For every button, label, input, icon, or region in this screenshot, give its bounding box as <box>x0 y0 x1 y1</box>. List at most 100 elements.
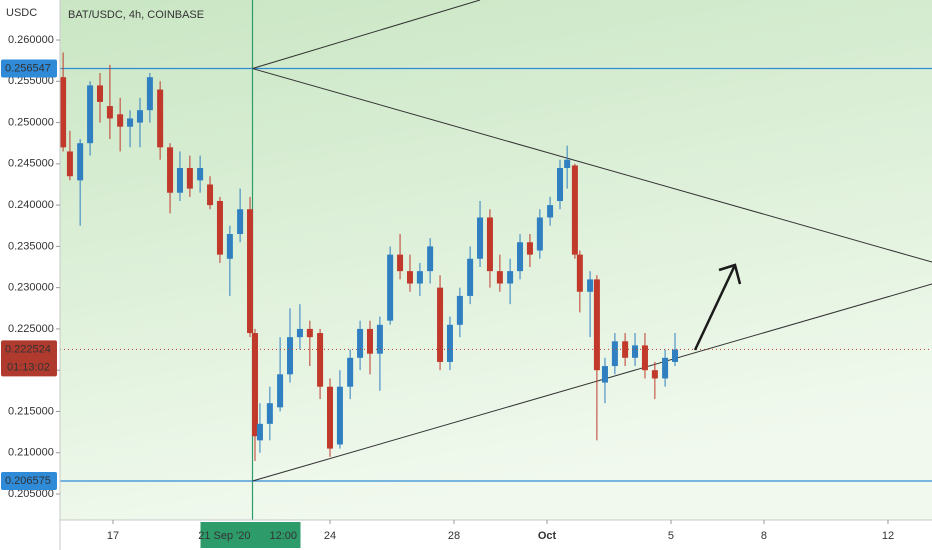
candle-body <box>266 403 273 424</box>
crosshair-date: 21 Sep '20 <box>198 530 250 542</box>
candle-body <box>641 345 648 371</box>
candle-body <box>397 254 404 272</box>
candle-body <box>467 258 474 296</box>
candle-body <box>366 328 373 354</box>
y-tick-label: 0.210000 <box>8 447 54 459</box>
candle-body <box>296 328 303 338</box>
candle-body <box>601 366 608 383</box>
x-tick-label: 28 <box>448 530 460 542</box>
y-tick-label: 0.240000 <box>8 199 54 211</box>
candle-body <box>406 271 413 284</box>
candle-body <box>207 184 214 206</box>
candle-body <box>347 357 354 387</box>
crosshair-label-bg <box>200 522 301 548</box>
candle-body <box>237 209 244 234</box>
candle-body <box>157 89 164 148</box>
y-tick-label: 0.235000 <box>8 240 54 252</box>
y-axis-label: USDC <box>6 7 37 19</box>
x-tick-label: 17 <box>107 530 119 542</box>
y-tick-label: 0.205000 <box>8 488 54 500</box>
candle-body <box>456 295 463 325</box>
candle-body <box>117 114 124 127</box>
y-tick-label: 0.230000 <box>8 282 54 294</box>
candle-body <box>477 217 484 259</box>
trendline <box>252 283 932 482</box>
y-tick-label: 0.250000 <box>8 116 54 128</box>
crosshair-time: 12:00 <box>270 530 298 542</box>
y-tick-label: 0.255000 <box>8 75 54 87</box>
candle-body <box>564 159 571 168</box>
candle-body <box>317 333 324 387</box>
candle-body <box>547 205 554 218</box>
candle-body <box>251 333 258 437</box>
candle-body <box>611 341 618 367</box>
y-tick-label: 0.215000 <box>8 405 54 417</box>
candle-body <box>446 324 453 362</box>
candle-body <box>651 370 658 379</box>
x-tick-label: 5 <box>668 530 674 542</box>
candle-body <box>357 328 364 358</box>
arrow <box>693 263 742 351</box>
y-tick-label: 0.225000 <box>8 323 54 335</box>
candle-body <box>376 324 383 354</box>
candle-body <box>167 147 174 193</box>
candle-body <box>176 167 183 193</box>
candle-body <box>387 254 394 321</box>
candle-body <box>507 271 514 284</box>
candle-body <box>66 151 73 177</box>
candle-body <box>517 242 524 272</box>
candle-body <box>60 77 67 148</box>
candle-body <box>146 77 153 111</box>
y-tick-label: 0.260000 <box>8 34 54 46</box>
candle-body <box>277 374 284 408</box>
candle-body <box>632 345 639 358</box>
candle-body <box>127 118 134 127</box>
candle-body <box>437 287 444 362</box>
candle-body <box>622 341 629 358</box>
current-price-label: 0.222524 <box>5 343 51 355</box>
candle-body <box>256 423 263 441</box>
level-label: 0.256547 <box>5 62 51 74</box>
candle-body <box>593 279 600 371</box>
level-label: 0.206575 <box>5 475 51 487</box>
candle-body <box>287 337 294 375</box>
candle-body <box>106 106 113 119</box>
x-tick-label: 8 <box>761 530 767 542</box>
candle-body <box>571 165 578 255</box>
candle-body <box>247 209 254 334</box>
level-label-bg <box>1 59 57 78</box>
candle-body <box>186 167 193 189</box>
plot-background <box>60 0 932 520</box>
candle-body <box>416 271 423 284</box>
candle-body <box>87 85 94 144</box>
x-tick-label: Oct <box>538 530 557 542</box>
candle-body <box>336 386 343 445</box>
candle-body <box>96 85 103 102</box>
candle-body <box>77 143 84 181</box>
candle-body <box>496 271 503 284</box>
candle-body <box>557 167 564 201</box>
countdown-label: 01:13:02 <box>7 361 50 373</box>
candle-body <box>197 167 204 181</box>
x-tick-label: 12 <box>882 530 894 542</box>
candle-body <box>672 349 679 362</box>
trendline <box>252 68 932 263</box>
candle-body <box>536 217 543 251</box>
candle-body <box>216 200 223 255</box>
x-tick-label: 24 <box>324 530 336 542</box>
candle-body <box>136 110 143 123</box>
current-price-bg <box>1 340 57 377</box>
level-label-bg <box>1 472 57 490</box>
candle-body <box>662 357 669 379</box>
candle-body <box>327 386 334 449</box>
candle-body <box>576 254 583 292</box>
candle-body <box>526 242 533 255</box>
candle-body <box>226 234 233 259</box>
candle-body <box>486 217 493 272</box>
trendline <box>252 0 481 70</box>
candle-body <box>306 328 313 338</box>
candle-body <box>587 279 594 292</box>
y-tick-label: 0.245000 <box>8 158 54 170</box>
candle-body <box>427 246 434 272</box>
